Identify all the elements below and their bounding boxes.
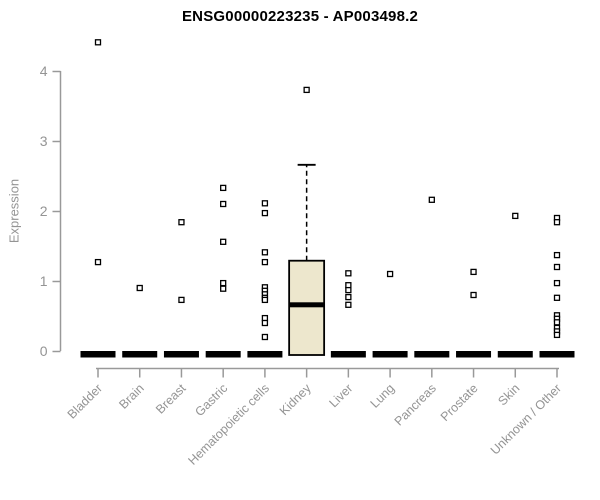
zero-median-bar — [372, 351, 408, 358]
zero-median-bar — [456, 351, 492, 358]
outlier-point — [220, 238, 227, 245]
x-category-label: Brain — [116, 381, 147, 412]
outlier-point — [178, 296, 185, 304]
outlier-point — [220, 279, 227, 287]
x-category-label: Pancreas — [392, 381, 439, 428]
outlier-point — [553, 319, 561, 326]
outlier-point — [261, 249, 269, 256]
zero-median-bar — [80, 351, 116, 358]
outlier-point — [553, 263, 561, 271]
outlier-point — [512, 212, 519, 220]
outlier-point — [553, 279, 561, 287]
outlier-point — [303, 86, 310, 94]
zero-median-bar — [205, 351, 241, 358]
x-category-label: Hematopoietic cells — [185, 381, 272, 468]
outlier-point — [220, 200, 227, 208]
median-bar — [289, 302, 325, 308]
zero-median-bar — [497, 351, 533, 358]
outlier-point — [261, 319, 269, 327]
outlier-point — [220, 184, 227, 192]
x-category-label: Unknown / Other — [488, 381, 564, 457]
x-category-label: Liver — [326, 381, 355, 410]
y-tick-label: 3 — [40, 133, 48, 149]
zero-median-bar — [414, 351, 450, 358]
y-tick-label: 0 — [40, 343, 48, 359]
outlier-point — [94, 39, 102, 46]
outlier-point — [261, 296, 269, 304]
outlier-point — [553, 251, 561, 259]
y-tick-label: 2 — [40, 203, 48, 219]
x-category-label: Skin — [495, 381, 522, 408]
zero-median-bar — [163, 351, 199, 358]
box — [288, 259, 326, 356]
outlier-point — [178, 219, 185, 226]
x-category-label: Bladder — [65, 381, 105, 421]
x-category-label: Breast — [153, 381, 189, 417]
outlier-point — [220, 285, 227, 292]
x-category-label: Prostate — [438, 381, 481, 424]
zero-median-bar — [330, 351, 366, 358]
zero-median-bar — [122, 351, 158, 358]
outlier-point — [261, 209, 269, 217]
y-tick-label: 1 — [40, 273, 48, 289]
outlier-point — [345, 293, 352, 301]
outlier-point — [345, 270, 352, 277]
outlier-point — [94, 258, 102, 266]
outlier-point — [553, 331, 561, 339]
outlier-point — [261, 258, 269, 266]
zero-median-bar — [539, 351, 575, 358]
outlier-point — [386, 270, 394, 278]
x-category-label: Gastric — [192, 381, 230, 419]
outlier-point — [470, 291, 477, 299]
outlier-point — [470, 268, 477, 276]
outlier-point — [345, 286, 352, 294]
chart-title: ENSG00000223235 - AP003498.2 — [181, 8, 419, 25]
outlier-point — [261, 200, 269, 207]
zero-median-bar — [247, 351, 283, 358]
outlier-point — [345, 301, 352, 308]
outlier-point — [428, 196, 435, 203]
x-category-label: Kidney — [277, 381, 314, 418]
outlier-point — [136, 284, 143, 292]
outlier-point — [553, 294, 561, 301]
x-category-label: Lung — [368, 381, 398, 411]
outlier-point — [553, 219, 561, 226]
outlier-point — [261, 333, 269, 341]
y-tick-label: 4 — [40, 63, 48, 79]
